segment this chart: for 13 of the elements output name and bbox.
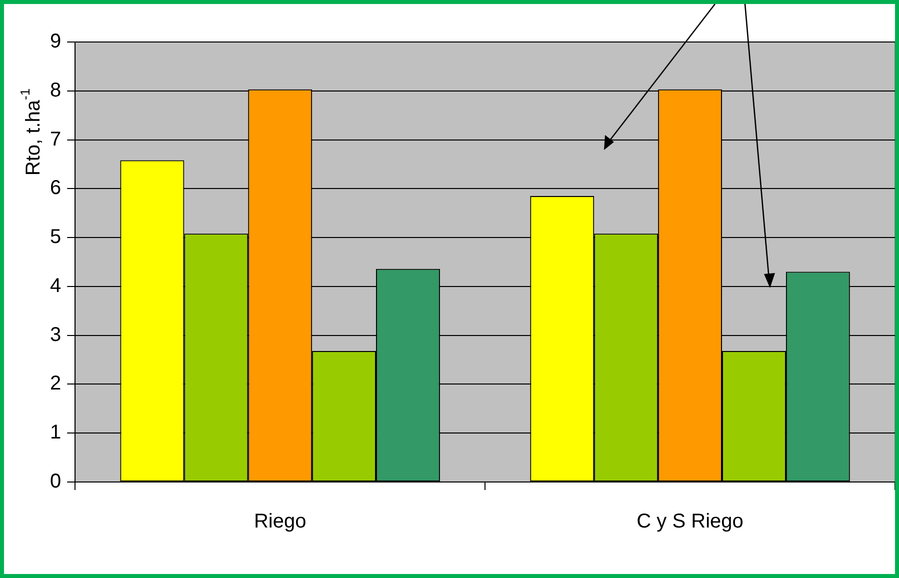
y-axis-title: Rto, t.ha-1 bbox=[18, 88, 45, 176]
y-tick-label: 3 bbox=[50, 324, 62, 346]
y-tick-label: 2 bbox=[50, 372, 62, 395]
y-tick-label: 6 bbox=[50, 177, 62, 200]
x-tick-label: Riego bbox=[254, 510, 306, 533]
y-tick-label: 4 bbox=[50, 274, 62, 297]
y-tick-label: 0 bbox=[50, 470, 62, 493]
y-tick-label: 8 bbox=[50, 79, 62, 102]
y-tick-label: 9 bbox=[50, 30, 62, 53]
y-tick-label: 5 bbox=[50, 226, 62, 248]
y-tick-label: 1 bbox=[50, 422, 62, 444]
x-tick-label: C y S Riego bbox=[636, 510, 744, 533]
y-tick-label: 7 bbox=[50, 128, 62, 150]
